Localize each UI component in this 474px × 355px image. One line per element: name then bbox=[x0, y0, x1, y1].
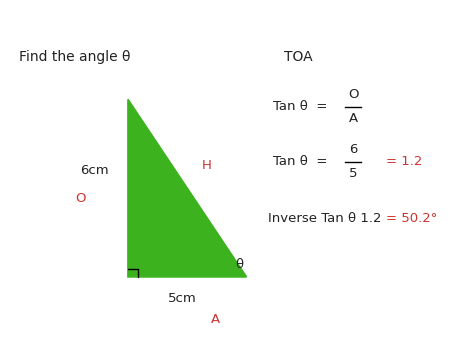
Text: 5: 5 bbox=[349, 168, 357, 180]
Text: 6cm: 6cm bbox=[81, 164, 109, 177]
Text: 5cm: 5cm bbox=[168, 292, 197, 305]
Text: 6: 6 bbox=[349, 143, 357, 155]
Polygon shape bbox=[128, 99, 246, 277]
Text: Find the angle θ: Find the angle θ bbox=[19, 50, 130, 64]
Text: TOA: TOA bbox=[284, 50, 313, 64]
Text: A: A bbox=[211, 313, 220, 326]
Text: H: H bbox=[201, 159, 211, 171]
Text: Tan θ  =: Tan θ = bbox=[273, 155, 331, 168]
Text: θ: θ bbox=[235, 258, 244, 271]
Text: = 1.2: = 1.2 bbox=[386, 155, 423, 168]
Text: O: O bbox=[348, 88, 358, 100]
Text: A: A bbox=[348, 113, 358, 125]
Text: Tan θ  =: Tan θ = bbox=[273, 100, 331, 113]
Text: = 50.2°: = 50.2° bbox=[386, 212, 438, 225]
Text: O: O bbox=[75, 192, 86, 205]
Text: Inverse Tan θ 1.2: Inverse Tan θ 1.2 bbox=[268, 212, 381, 225]
